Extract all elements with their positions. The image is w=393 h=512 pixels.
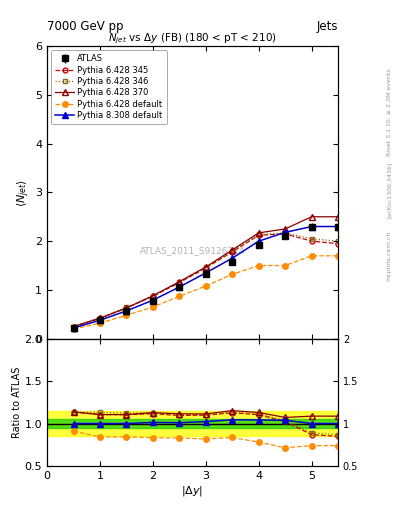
Text: [arXiv:1306.3436]: [arXiv:1306.3436] (387, 161, 391, 218)
Legend: ATLAS, Pythia 6.428 345, Pythia 6.428 346, Pythia 6.428 370, Pythia 6.428 defaul: ATLAS, Pythia 6.428 345, Pythia 6.428 34… (51, 50, 167, 124)
Y-axis label: $\langle N_{jet}\rangle$: $\langle N_{jet}\rangle$ (16, 178, 32, 206)
X-axis label: |$\Delta y$|: |$\Delta y$| (182, 483, 204, 498)
Text: Jets: Jets (316, 20, 338, 33)
Text: mcplots.cern.ch: mcplots.cern.ch (387, 231, 391, 281)
Title: $N_{jet}$ vs $\Delta y$ (FB) (180 < pT < 210): $N_{jet}$ vs $\Delta y$ (FB) (180 < pT <… (108, 32, 277, 46)
Y-axis label: Ratio to ATLAS: Ratio to ATLAS (12, 367, 22, 438)
Text: ATLAS_2011_S9126244: ATLAS_2011_S9126244 (140, 246, 245, 255)
Text: Rivet 3.1.10, ≥ 2.3M events: Rivet 3.1.10, ≥ 2.3M events (387, 69, 391, 157)
Text: 7000 GeV pp: 7000 GeV pp (47, 20, 124, 33)
